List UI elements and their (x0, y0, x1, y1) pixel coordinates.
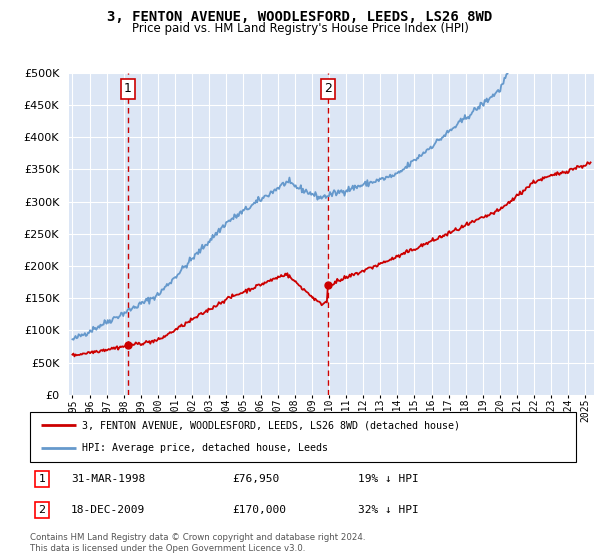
Text: 1: 1 (38, 474, 46, 484)
Text: 3, FENTON AVENUE, WOODLESFORD, LEEDS, LS26 8WD (detached house): 3, FENTON AVENUE, WOODLESFORD, LEEDS, LS… (82, 420, 460, 430)
Text: £76,950: £76,950 (232, 474, 279, 484)
Text: 18-DEC-2009: 18-DEC-2009 (71, 505, 145, 515)
Text: Contains HM Land Registry data © Crown copyright and database right 2024.
This d: Contains HM Land Registry data © Crown c… (30, 533, 365, 553)
Text: 31-MAR-1998: 31-MAR-1998 (71, 474, 145, 484)
Text: 2: 2 (325, 82, 332, 95)
Text: Price paid vs. HM Land Registry's House Price Index (HPI): Price paid vs. HM Land Registry's House … (131, 22, 469, 35)
Text: £170,000: £170,000 (232, 505, 286, 515)
Text: 32% ↓ HPI: 32% ↓ HPI (358, 505, 418, 515)
Text: 19% ↓ HPI: 19% ↓ HPI (358, 474, 418, 484)
Text: HPI: Average price, detached house, Leeds: HPI: Average price, detached house, Leed… (82, 444, 328, 454)
Text: 2: 2 (38, 505, 46, 515)
Text: 3, FENTON AVENUE, WOODLESFORD, LEEDS, LS26 8WD: 3, FENTON AVENUE, WOODLESFORD, LEEDS, LS… (107, 10, 493, 24)
Text: 1: 1 (124, 82, 132, 95)
